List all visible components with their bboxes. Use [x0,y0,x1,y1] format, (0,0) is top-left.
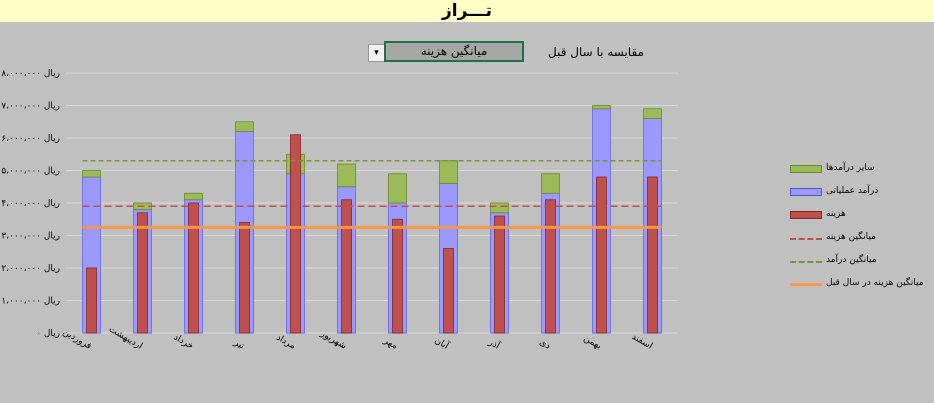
y-tick-label: ریال ۸،۰۰۰،۰۰۰ [1,69,60,79]
legend-item-other-income: سایر درآمدها [790,160,934,183]
y-tick-label: ریال ۲،۰۰۰،۰۰۰ [1,264,60,274]
bar-cost [188,202,199,334]
legend-swatch [790,283,822,286]
bar-other-income [388,173,407,204]
bar-other-income [592,105,611,110]
bar-cost [596,176,607,334]
legend-label: میانگین هزینه [826,232,876,242]
bar-other-income [439,160,458,184]
legend-label: میانگین درآمد [826,255,877,265]
bar-other-income [337,163,356,188]
page-title: تـــراز [0,0,934,22]
x-tick-label: آذر [486,335,503,352]
bar-other-income [235,121,254,132]
y-tick-label: ریال ۵،۰۰۰،۰۰۰ [1,167,60,177]
x-tick-label: آبان [433,334,452,352]
bar-cost [392,218,403,334]
bar-other-income [184,192,203,201]
bar-cost [494,215,505,334]
y-tick-label: ریال ۴،۰۰۰،۰۰۰ [1,199,60,209]
bar-cost [137,212,148,334]
x-tick-label: دی [537,337,552,351]
legend-label: درآمد عملیاتی [826,186,879,196]
legend-swatch [790,211,822,219]
x-tick-label: خرداد [172,332,195,351]
legend-item-avg-income: میانگین درآمد [790,252,934,275]
x-tick-label: تیر [231,337,246,352]
y-tick-label: ریال ۳،۰۰۰،۰۰۰ [1,232,60,242]
legend-item-cost: هزینه [790,206,934,229]
bar-cost [290,134,301,334]
bar-other-income [82,170,101,178]
compare-label: مقایسه با سال قبل [548,45,644,59]
legend-swatch [790,165,822,173]
x-tick-label: مرداد [274,333,297,352]
legend-item-prev-year-cost: میانگین هزینه در سال قبل [790,275,934,298]
legend-label: میانگین هزینه در سال قبل [826,278,924,288]
y-tick-label: ریال ۰ [36,329,60,339]
y-tick-label: ریال ۶،۰۰۰،۰۰۰ [1,134,60,144]
bar-cost [341,199,352,334]
bar-cost [443,248,454,334]
x-tick-label: بهمن [582,334,603,352]
comparison-dropdown-value: میانگین هزینه [420,44,488,58]
bar-cost [86,267,97,334]
legend-label: هزینه [826,209,846,219]
legend-swatch [790,261,822,263]
legend-swatch [790,238,822,240]
legend-item-avg-cost: میانگین هزینه [790,229,934,252]
y-tick-label: ریال ۱،۰۰۰،۰۰۰ [1,297,60,307]
bar-cost [647,176,658,334]
comparison-dropdown[interactable]: میانگین هزینه [384,41,524,62]
bar-other-income [541,173,560,194]
bar-other-income [643,108,662,119]
legend-label: سایر درآمدها [826,163,875,173]
bar-cost [239,222,250,334]
x-tick-label: اسفند [630,332,654,352]
x-tick-label: مهر [381,335,399,351]
bar-cost [545,199,556,334]
legend-swatch [790,188,822,196]
chart-legend: سایر درآمدها درآمد عملیاتی هزینه میانگین… [790,160,934,298]
bar-other-income [490,202,509,214]
y-tick-label: ریال ۷،۰۰۰،۰۰۰ [1,102,60,112]
legend-item-operating-income: درآمد عملیاتی [790,183,934,206]
